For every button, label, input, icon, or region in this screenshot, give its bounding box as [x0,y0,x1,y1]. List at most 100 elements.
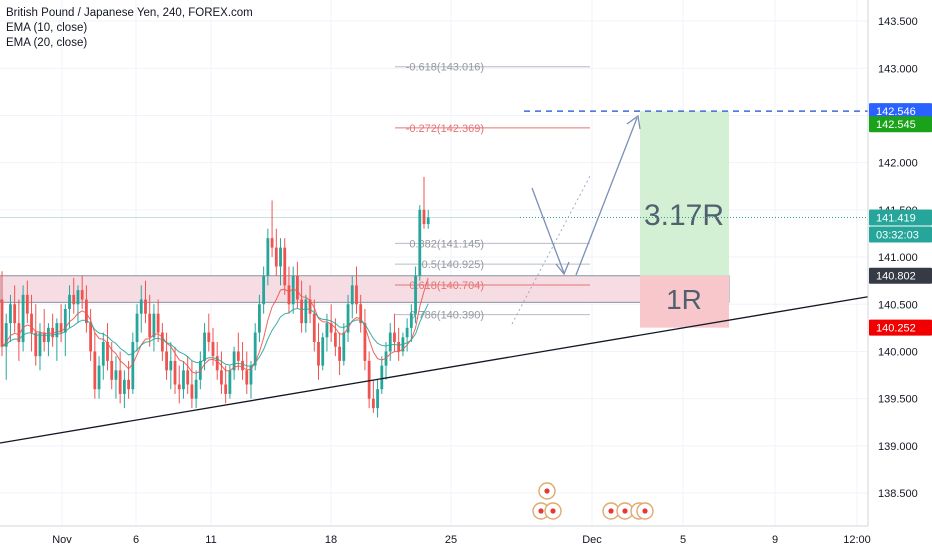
price-badge-text: 141.419 [876,213,916,225]
candle-body [68,294,71,309]
fib-level-label: -0.272(142.369) [406,123,484,135]
price-badge-bg [869,319,932,336]
price-badge-bg [869,209,932,226]
candle-body [393,332,396,343]
candle-body [190,384,194,399]
candle-body [38,332,42,357]
candle-body [182,370,185,390]
candle-body [211,342,215,357]
candle-body [80,290,84,300]
target-box [640,111,729,276]
candle-body [279,247,282,267]
candle-body [89,323,93,352]
y-tick-label: 143.500 [878,16,918,28]
x-tick-label: 5 [680,534,686,546]
candle-body [13,304,17,324]
x-tick-label: 11 [205,534,216,546]
y-tick-label: 139.500 [878,394,918,406]
price-badge-text: 140.802 [876,271,916,283]
ema-10-legend[interactable]: EMA (10, close) [6,22,88,34]
event-marker[interactable] [538,482,556,500]
candle-body [249,365,253,385]
candle-body [122,379,126,394]
candle-body [17,323,21,343]
ascending-trendline[interactable] [0,296,869,444]
candle-body [101,342,105,366]
candle-body [85,299,88,324]
risk-ratio-label: 1R [666,284,702,315]
candle-body [160,332,164,352]
candle-body [308,299,312,314]
candle-body [131,342,135,390]
economic-events[interactable] [532,482,654,520]
candle-body [55,323,59,338]
resistance-zone [0,275,730,303]
event-marker[interactable] [544,502,562,520]
rally-arrowhead [626,114,641,130]
event-marker[interactable] [636,502,654,520]
candle-body [118,370,122,394]
price-badge-bg [869,116,932,133]
candle-body [359,304,363,324]
x-tick-label: 9 [772,534,778,546]
drawings[interactable] [0,110,869,444]
y-tick-label: 142.000 [878,158,918,170]
candle-body [194,379,198,399]
fib-level-label: 0.5(140.925) [422,259,484,271]
price-badge: 142.545 [869,116,932,133]
fib-level-label: -0.618(143.016) [406,62,484,74]
event-marker-dot [550,508,556,514]
event-marker[interactable] [616,502,634,520]
event-marker-dot [608,508,614,514]
pullback-arrowhead [555,261,570,276]
candle-body [253,332,257,366]
candle-body [106,342,109,361]
rally-arrow[interactable] [575,117,638,276]
candle-body [414,275,417,314]
candle-body [397,342,401,352]
event-marker-dot [622,508,628,514]
candle-body [152,313,156,338]
fibonacci-levels[interactable]: -0.618(143.016) -0.272(142.369) 0.382(141.… [395,62,590,322]
x-tick-label: 18 [325,534,337,546]
candle-body [380,365,384,390]
y-tick-label: 140.500 [878,299,918,311]
ema-20-legend[interactable]: EMA (20, close) [6,37,88,49]
candle-body [232,351,236,371]
candle-body [59,323,63,333]
stop-box [640,275,729,328]
price-badge-text: 142.546 [876,106,916,118]
candle-body [51,327,55,338]
candle-body [409,313,413,328]
ema-lines [1,277,429,374]
candle-body [258,304,261,333]
y-tick-label: 143.000 [878,63,918,75]
symbol-title[interactable]: British Pound / Japanese Yen, 240, FOREX… [6,7,253,19]
candle-body [274,247,278,267]
candle-body [367,360,371,399]
candle-body [241,360,244,371]
ema-20-line [1,303,429,367]
candle-body [376,389,379,409]
candle-body [342,332,346,361]
price-badge: 142.546 [869,103,932,120]
candle-body [405,327,409,338]
pullback-arrow[interactable] [531,187,565,274]
candle-body [418,209,422,276]
candle-body [329,323,333,333]
event-marker[interactable] [602,502,620,520]
candle-body [139,299,143,314]
candle-body [72,294,76,305]
price-badge-text: 142.545 [876,119,916,131]
candle-body [9,304,12,324]
event-marker-dot [538,508,544,514]
candle-body [4,323,8,347]
candle-body [325,323,329,338]
candle-body [338,346,341,361]
fib-level-label: 0.786(140.390) [409,310,484,322]
candle-body [144,299,147,314]
candle-body [236,351,240,361]
axes[interactable]: 143.500143.000142.500142.000141.500141.0… [0,0,918,546]
candle-body [207,332,211,343]
